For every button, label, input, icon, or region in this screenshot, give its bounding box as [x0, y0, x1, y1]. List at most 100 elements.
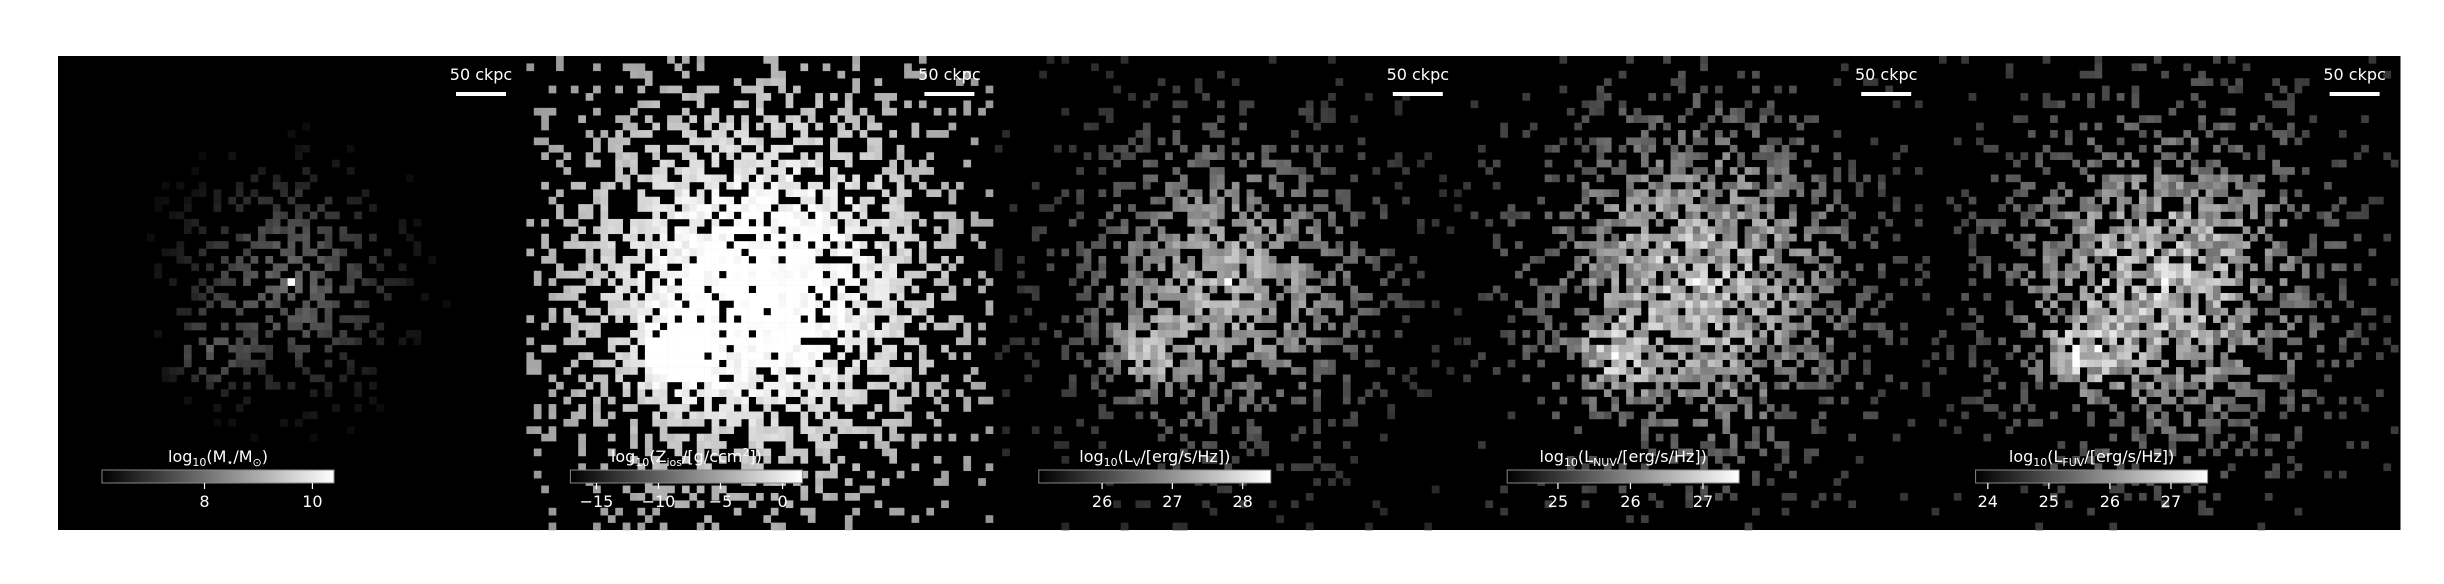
pixel: [176, 248, 185, 257]
pixel: [2383, 233, 2392, 242]
pixel: [1818, 381, 1827, 390]
pixel: [785, 300, 794, 309]
pixel: [191, 285, 200, 294]
pixel: [1818, 241, 1827, 249]
pixel: [933, 189, 942, 198]
pixel: [346, 278, 355, 286]
pixel: [2109, 241, 2118, 249]
pixel: [941, 344, 949, 353]
colorbar-label-part: log: [168, 447, 192, 466]
pixel: [748, 500, 757, 509]
pixel: [1729, 167, 1738, 175]
pixel: [2198, 211, 2206, 220]
pixel: [1135, 374, 1144, 383]
pixel: [733, 218, 742, 227]
pixel: [324, 389, 333, 397]
pixel: [933, 107, 942, 116]
pixel: [339, 248, 348, 257]
pixel: [711, 115, 720, 123]
pixel: [667, 485, 675, 494]
pixel: [755, 189, 764, 198]
pixel: [2064, 263, 2073, 272]
pixel: [250, 270, 259, 279]
pixel: [1224, 307, 1233, 316]
pixel: [793, 285, 801, 294]
pixel: [2064, 189, 2073, 198]
pixel: [696, 233, 705, 242]
pixel: [1618, 381, 1627, 390]
colorbar-label-part: (M: [206, 447, 226, 466]
pixel: [911, 130, 920, 138]
pixel: [1774, 248, 1782, 257]
pixel: [637, 463, 646, 472]
pixel: [1209, 455, 1218, 464]
pixel: [1202, 500, 1210, 509]
pixel: [2257, 278, 2266, 286]
pixel: [830, 174, 838, 183]
pixel: [2264, 263, 2273, 272]
pixel: [257, 359, 266, 368]
colorbar-label-part: 10: [192, 456, 206, 469]
pixel: [1291, 130, 1299, 138]
pixel: [1596, 352, 1605, 360]
pixel: [800, 411, 809, 420]
pixel: [1596, 159, 1605, 168]
pixel: [2213, 159, 2221, 168]
pixel: [1781, 293, 1790, 301]
pixel: [1633, 218, 1642, 227]
pixel: [1268, 404, 1277, 412]
pixel: [2027, 181, 2036, 190]
pixel: [578, 270, 586, 279]
pixel: [800, 122, 809, 131]
pixel: [2220, 78, 2229, 86]
pixel: [1596, 315, 1605, 323]
pixel: [1372, 263, 1381, 272]
pixel: [793, 263, 801, 272]
pixel: [1291, 396, 1299, 405]
pixel: [2220, 263, 2229, 272]
pixel: [874, 218, 883, 227]
pixel: [800, 300, 809, 309]
pixel: [807, 115, 816, 123]
pixel: [889, 448, 898, 457]
pixel: [1261, 263, 1270, 272]
pixel: [1722, 337, 1731, 346]
pixel: [644, 100, 653, 109]
pixel: [600, 204, 609, 212]
pixel: [904, 218, 912, 227]
pixel: [2176, 241, 2184, 249]
pixel: [1298, 241, 1307, 249]
pixel: [1596, 93, 1605, 101]
pixel: [1744, 196, 1753, 205]
pixel: [1083, 263, 1092, 272]
pixel: [689, 492, 698, 501]
pixel: [2087, 322, 2095, 331]
pixel: [2109, 226, 2118, 235]
pixel: [1537, 255, 1545, 264]
pixel: [600, 218, 609, 227]
pixel: [2153, 174, 2162, 183]
pixel: [2242, 226, 2251, 235]
pixel: [1759, 278, 1768, 286]
pixel: [1298, 344, 1307, 353]
pixel: [933, 278, 942, 286]
pixel: [1224, 337, 1233, 346]
pixel: [1976, 315, 1984, 323]
pixel: [696, 270, 705, 279]
pixel: [770, 522, 779, 531]
pixel: [361, 278, 370, 286]
pixel: [1774, 263, 1782, 272]
pixel: [748, 381, 757, 390]
pixel: [1663, 137, 1671, 146]
pixel: [1618, 300, 1627, 309]
pixel: [763, 389, 772, 397]
pixel: [2116, 189, 2125, 198]
pixel: [1335, 300, 1344, 309]
pixel: [1685, 307, 1694, 316]
pixel: [2094, 248, 2103, 257]
pixel: [1744, 167, 1753, 175]
pixel: [867, 196, 875, 205]
pixel: [1692, 189, 1701, 198]
pixel: [1596, 152, 1605, 160]
pixel: [1239, 122, 1247, 131]
